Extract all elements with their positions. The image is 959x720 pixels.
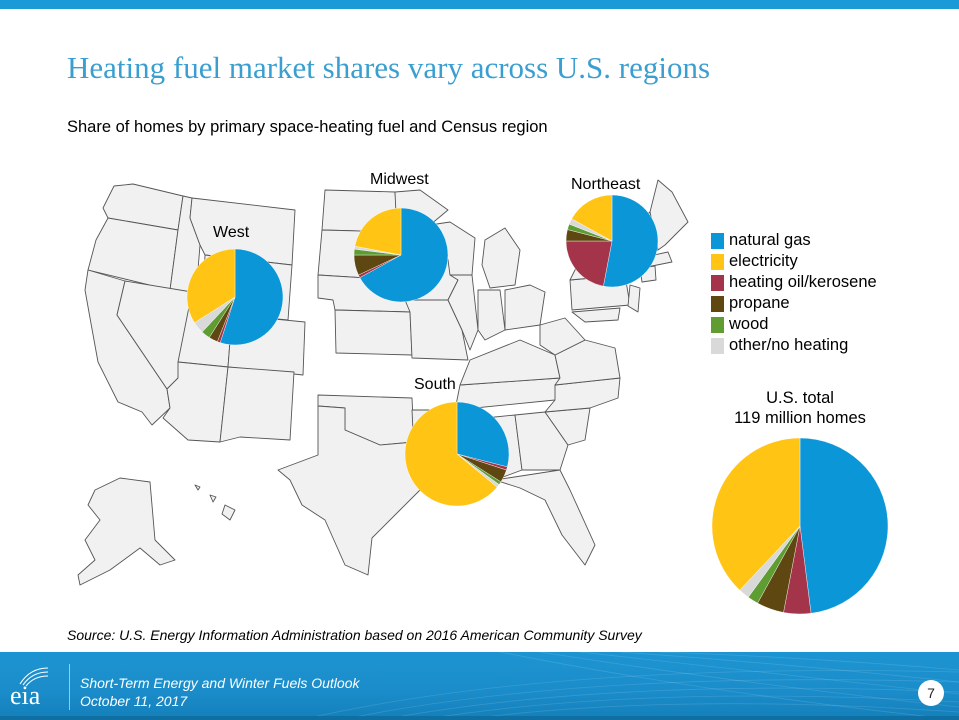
region-label-northeast: Northeast — [571, 176, 641, 193]
legend-swatch-icon — [711, 232, 724, 249]
pie-slice-electricity — [711, 437, 801, 591]
state-michigan — [481, 227, 521, 289]
us-total-label: U.S. total — [766, 389, 834, 407]
legend-label: other/no heating — [729, 336, 849, 354]
state-ohio — [504, 284, 546, 331]
pie-slice-electricity — [186, 248, 236, 323]
pie-slice-natural-gas — [359, 207, 449, 303]
region-label-west: West — [213, 224, 250, 241]
pie-slice-electricity — [404, 401, 498, 507]
footer-bar: eia Short-Term Energy and Winter Fuels O… — [0, 652, 959, 720]
pie-charts — [186, 194, 889, 615]
legend-label: natural gas — [729, 231, 811, 249]
pie-slice-electricity — [571, 194, 613, 242]
footer-mesh-pattern — [299, 652, 959, 720]
legend-item-propane: propane — [711, 293, 877, 314]
state-illinois — [447, 274, 479, 351]
state-new-jersey — [627, 284, 641, 313]
state-kansas — [334, 309, 413, 356]
page-title: Heating fuel market shares vary across U… — [67, 50, 711, 85]
pie-slice-natural-gas — [219, 248, 284, 346]
footer-date: October 11, 2017 — [80, 693, 188, 709]
pie-slice-natural-gas — [799, 437, 889, 614]
pie-us-total — [711, 437, 889, 615]
us-total-title: U.S. total 119 million homes — [700, 388, 900, 428]
legend-swatch-icon — [711, 274, 724, 291]
state-maryland — [571, 307, 621, 323]
state-texas — [277, 405, 421, 576]
footer-bottom-edge — [0, 716, 959, 720]
footer-title: Short-Term Energy and Winter Fuels Outlo… — [80, 675, 360, 691]
legend-item-wood: wood — [711, 314, 877, 335]
legend-swatch-icon — [711, 337, 724, 354]
state-maine — [649, 179, 689, 251]
state-florida — [494, 469, 596, 566]
legend-swatch-icon — [711, 253, 724, 270]
pie-west — [186, 248, 284, 346]
chart-subtitle: Share of homes by primary space-heating … — [67, 118, 548, 136]
source-note: Source: U.S. Energy Information Administ… — [67, 627, 642, 643]
eia-logo-icon: eia — [10, 667, 49, 709]
state-oregon — [87, 217, 179, 291]
state-hawaii — [194, 484, 236, 521]
pie-northeast — [565, 194, 659, 288]
legend-label: heating oil/kerosene — [729, 273, 877, 291]
legend-item-heating-oil: heating oil/kerosene — [711, 272, 877, 293]
pie-slice-natural-gas — [456, 401, 510, 468]
legend-label: propane — [729, 294, 790, 312]
us-total-homes: 119 million homes — [734, 409, 866, 427]
pie-slice-electricity — [354, 207, 402, 256]
legend-swatch-icon — [711, 295, 724, 312]
state-west-virginia — [539, 317, 586, 356]
pie-slice-natural-gas — [603, 194, 659, 288]
svg-text:eia: eia — [10, 681, 41, 709]
legend-item-electricity: electricity — [711, 251, 877, 272]
state-new-mexico — [219, 366, 295, 443]
legend-label: wood — [729, 315, 769, 333]
legend-label: electricity — [729, 252, 798, 270]
pie-slice-heating-oil-kerosene — [565, 240, 613, 287]
legend-swatch-icon — [711, 316, 724, 333]
legend-item-other: other/no heating — [711, 335, 877, 356]
region-label-midwest: Midwest — [370, 171, 429, 188]
pie-midwest — [353, 207, 449, 303]
pie-south — [404, 401, 510, 507]
region-label-south: South — [414, 376, 456, 393]
footer-divider — [69, 664, 70, 710]
page-number-badge: 7 — [918, 680, 944, 706]
legend: natural gas electricity heating oil/kero… — [711, 230, 877, 356]
legend-item-natural-gas: natural gas — [711, 230, 877, 251]
top-accent-bar — [0, 0, 959, 9]
state-alaska — [77, 477, 176, 586]
state-indiana — [477, 289, 506, 341]
